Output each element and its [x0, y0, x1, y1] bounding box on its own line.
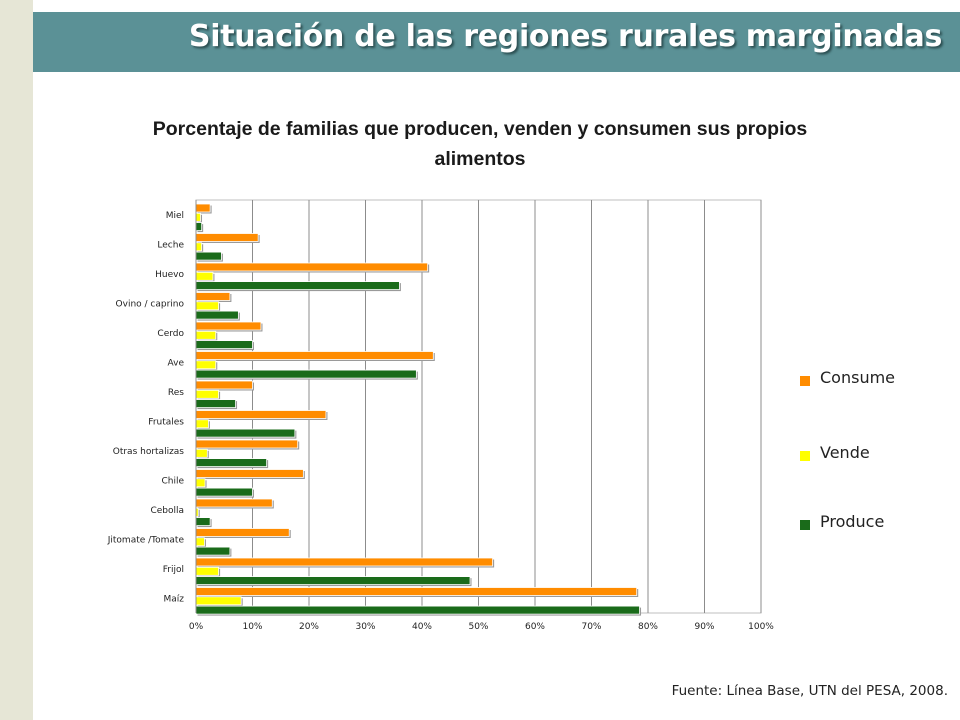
x-tick-label-6: 60% [525, 622, 545, 632]
bar-consume-cerdo [195, 321, 262, 331]
bar-vende-ma-z [195, 596, 242, 606]
bar-produce-ma-z [195, 605, 640, 615]
bar-produce-jitomate-tomate [195, 546, 231, 556]
legend-item-consume: Consume [800, 366, 940, 396]
legend-swatch-vende [800, 451, 810, 461]
bar-consume-ovino-caprino [195, 292, 231, 301]
y-tick-label-res: Res [168, 388, 184, 398]
bar-vende-otras-hortalizas [195, 448, 208, 458]
x-tick-label-7: 70% [581, 622, 601, 632]
bar-vende-res [195, 389, 220, 399]
y-tick-label-ma-z: Maíz [163, 594, 184, 604]
y-tick-label-ave: Ave [168, 358, 185, 368]
legend-label-vende: Vende [820, 443, 870, 462]
bar-vende-ovino-caprino [195, 301, 220, 311]
bar-consume-frutales [195, 410, 327, 419]
bar-consume-jitomate-tomate [195, 528, 290, 537]
x-tick-label-8: 80% [638, 622, 658, 632]
x-tick-label-2: 20% [299, 622, 319, 632]
bar-vende-huevo [195, 271, 214, 281]
y-tick-label-huevo: Huevo [155, 270, 184, 280]
x-tick-label-5: 50% [468, 622, 488, 632]
bar-vende-chile [195, 478, 206, 488]
legend-label-produce: Produce [820, 512, 885, 531]
bar-vende-cerdo [195, 330, 217, 340]
bar-produce-miel [195, 222, 203, 232]
legend-label-consume: Consume [820, 368, 896, 387]
y-tick-label-chile: Chile [161, 476, 184, 486]
y-tick-label-otras-hortalizas: Otras hortalizas [113, 447, 185, 457]
x-tick-label-9: 90% [694, 622, 714, 632]
bar-vende-miel [195, 212, 201, 222]
title-bar: Situación de las regiones rurales margin… [33, 12, 960, 72]
bar-produce-cebolla [195, 517, 211, 526]
bar-produce-cerdo [195, 340, 253, 350]
legend-item-produce: Produce [800, 510, 940, 540]
y-tick-label-frutales: Frutales [148, 417, 184, 427]
bar-consume-otras-hortalizas [195, 439, 299, 449]
bar-vende-frutales [195, 419, 209, 429]
bar-produce-res [195, 399, 236, 409]
source-note: Fuente: Línea Base, UTN del PESA, 2008. [671, 683, 948, 699]
slide-title: Situación de las regiones rurales margin… [188, 19, 942, 54]
bar-produce-frutales [195, 428, 296, 438]
y-tick-label-ovino-caprino: Ovino / caprino [116, 299, 185, 309]
y-tick-label-jitomate-tomate: Jitomate /Tomate [107, 535, 185, 545]
bar-vende-ave [195, 360, 217, 370]
bar-vende-frijol [195, 566, 220, 576]
y-tick-label-miel: Miel [166, 211, 184, 221]
bar-produce-ave [195, 369, 417, 379]
y-tick-label-cebolla: Cebolla [150, 506, 184, 516]
bar-produce-chile [195, 487, 253, 497]
legend-swatch-produce [800, 520, 810, 530]
bar-vende-jitomate-tomate [195, 537, 205, 547]
bar-produce-leche [195, 251, 222, 261]
legend-item-vende: Vende [800, 441, 940, 471]
y-tick-label-frijol: Frijol [163, 565, 184, 575]
bar-consume-huevo [195, 262, 429, 272]
bar-consume-res [195, 380, 253, 390]
x-tick-label-4: 40% [412, 622, 432, 632]
bar-consume-miel [195, 203, 211, 213]
bar-consume-ave [195, 351, 434, 360]
bar-consume-frijol [195, 557, 494, 567]
left-decorative-strip [0, 0, 33, 720]
x-tick-label-3: 30% [355, 622, 375, 632]
bar-produce-huevo [195, 281, 400, 291]
y-tick-label-cerdo: Cerdo [157, 329, 184, 339]
y-tick-label-leche: Leche [157, 240, 184, 250]
chart-title: Porcentaje de familias que producen, ven… [152, 118, 808, 170]
bar-consume-cebolla [195, 498, 273, 508]
x-tick-label-10: 100% [748, 622, 774, 632]
bar-produce-ovino-caprino [195, 310, 239, 320]
legend-swatch-consume [800, 376, 810, 386]
bar-consume-chile [195, 469, 304, 478]
x-tick-label-0: 0% [189, 622, 204, 632]
bar-produce-frijol [195, 576, 471, 585]
bar-vende-leche [195, 242, 203, 252]
x-tick-label-1: 10% [242, 622, 262, 632]
bar-consume-ma-z [195, 587, 638, 596]
bar-produce-otras-hortalizas [195, 458, 268, 468]
bar-consume-leche [195, 233, 259, 242]
